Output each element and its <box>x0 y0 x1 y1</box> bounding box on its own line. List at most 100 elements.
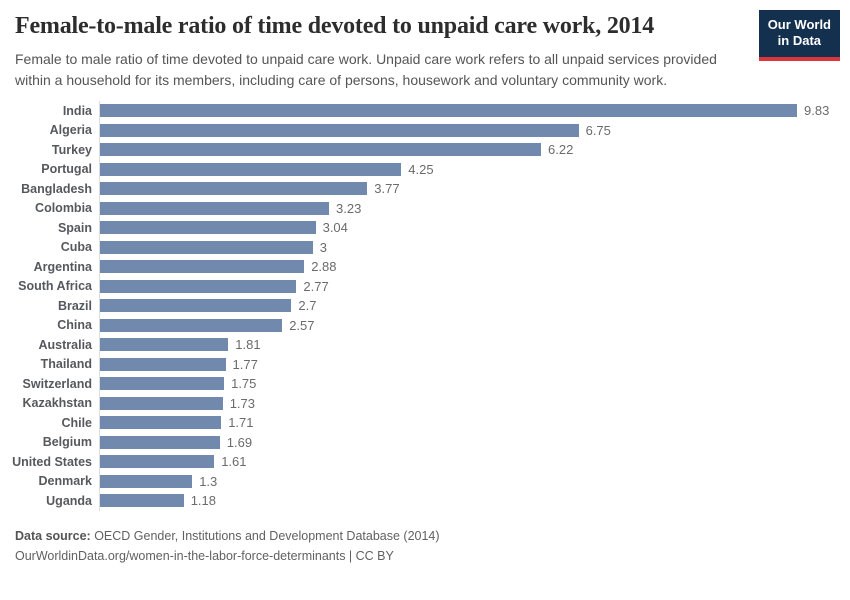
chart-row: Cuba 3 <box>0 237 850 257</box>
chart-row: Denmark 1.3 <box>0 471 850 491</box>
plot-area: 1.3 <box>99 471 850 491</box>
plot-area: 1.77 <box>99 354 850 374</box>
bar[interactable] <box>100 474 193 488</box>
owid-logo: Our World in Data <box>758 10 840 61</box>
bar[interactable] <box>100 104 797 118</box>
value-label: 1.81 <box>235 337 261 353</box>
value-label: 6.75 <box>585 122 611 138</box>
owid-logo-line2: in Data <box>777 33 822 49</box>
value-label: 2.88 <box>311 259 337 275</box>
bar[interactable] <box>100 182 368 196</box>
bar[interactable] <box>100 416 222 430</box>
bar[interactable] <box>100 377 225 391</box>
plot-area: 2.77 <box>99 276 850 296</box>
bar[interactable] <box>100 221 316 235</box>
country-label: Turkey <box>51 142 92 157</box>
country-label: Belgium <box>42 435 92 450</box>
chart-row: Argentina 2.88 <box>0 257 850 277</box>
bar[interactable] <box>100 279 297 293</box>
data-source-text: OECD Gender, Institutions and Developmen… <box>90 528 440 543</box>
chart-row: Kazakhstan 1.73 <box>0 393 850 413</box>
bar[interactable] <box>100 143 541 157</box>
chart-row: Chile 1.71 <box>0 413 850 433</box>
bar[interactable] <box>100 318 283 332</box>
plot-area: 4.25 <box>99 159 850 179</box>
value-label: 1.18 <box>190 493 216 509</box>
bar[interactable] <box>100 123 579 137</box>
value-label: 3.77 <box>374 181 400 197</box>
country-label: Switzerland <box>22 376 92 391</box>
value-label: 9.83 <box>804 103 830 119</box>
chart-row: Portugal 4.25 <box>0 159 850 179</box>
chart-row: Bangladesh 3.77 <box>0 179 850 199</box>
bar[interactable] <box>100 338 229 352</box>
country-label: Uganda <box>46 493 92 508</box>
data-source-line: Data source: OECD Gender, Institutions a… <box>15 526 850 546</box>
country-label: Algeria <box>49 123 92 138</box>
value-label: 1.69 <box>226 434 253 450</box>
plot-area: 6.75 <box>99 120 850 140</box>
country-label: Argentina <box>33 259 92 274</box>
country-label: Thailand <box>40 357 92 372</box>
value-label: 2.77 <box>303 278 329 294</box>
country-label: Cuba <box>60 240 92 255</box>
plot-area: 2.57 <box>99 315 850 335</box>
chart-footer: Data source: OECD Gender, Institutions a… <box>0 526 850 566</box>
chart-subtitle: Female to male ratio of time devoted to … <box>15 51 717 88</box>
bar[interactable] <box>100 240 313 254</box>
plot-area: 9.83 <box>99 101 850 121</box>
owid-logo-line1: Our World <box>767 17 831 32</box>
country-label: Portugal <box>41 162 92 177</box>
chart-header: Female-to-male ratio of time devoted to … <box>0 0 850 91</box>
chart-row: Brazil 2.7 <box>0 296 850 316</box>
chart-row: Thailand 1.77 <box>0 354 850 374</box>
chart-row: India 9.83 <box>0 101 850 121</box>
chart-row: Belgium 1.69 <box>0 432 850 452</box>
plot-area: 1.75 <box>99 374 850 394</box>
chart-row: Turkey 6.22 <box>0 140 850 160</box>
chart-row: United States 1.61 <box>0 452 850 472</box>
plot-area: 3.04 <box>99 218 850 238</box>
plot-area: 3.77 <box>99 179 850 199</box>
plot-area: 1.81 <box>99 335 850 355</box>
bar[interactable] <box>100 201 329 215</box>
bar[interactable] <box>100 260 305 274</box>
country-label: India <box>62 103 92 118</box>
country-label: Bangladesh <box>21 181 92 196</box>
bar[interactable] <box>100 162 402 176</box>
value-label: 1.3 <box>199 473 218 489</box>
plot-area: 1.73 <box>99 393 850 413</box>
bar[interactable] <box>100 396 223 410</box>
country-label: Spain <box>57 220 92 235</box>
bar[interactable] <box>100 435 220 449</box>
country-label: China <box>57 318 92 333</box>
data-source-label: Data source: <box>15 528 91 543</box>
value-label: 1.75 <box>231 376 257 392</box>
chart-row: South Africa 2.77 <box>0 276 850 296</box>
value-label: 3 <box>319 239 327 255</box>
citation-line: OurWorldinData.org/women-in-the-labor-fo… <box>15 548 394 563</box>
bar[interactable] <box>100 455 215 469</box>
bar[interactable] <box>100 357 226 371</box>
plot-area: 2.7 <box>99 296 850 316</box>
bar[interactable] <box>100 494 184 508</box>
value-label: 1.77 <box>232 356 258 372</box>
country-label: Australia <box>38 337 93 352</box>
country-label: Denmark <box>38 474 93 489</box>
country-label: Chile <box>61 415 92 430</box>
chart-row: Australia 1.81 <box>0 335 850 355</box>
chart-row: Colombia 3.23 <box>0 198 850 218</box>
value-label: 1.61 <box>221 454 247 470</box>
country-label: United States <box>12 454 92 469</box>
chart-row: China 2.57 <box>0 315 850 335</box>
bar[interactable] <box>100 299 292 313</box>
plot-area: 6.22 <box>99 140 850 160</box>
value-label: 1.73 <box>229 395 255 411</box>
country-label: Brazil <box>57 298 92 313</box>
chart-title: Female-to-male ratio of time devoted to … <box>15 13 655 39</box>
bar-chart: India 9.83 Algeria 6.75 Turkey 6.22 Portugal 4.… <box>0 101 850 511</box>
plot-area: 3.23 <box>99 198 850 218</box>
value-label: 2.7 <box>298 298 317 314</box>
chart-row: Spain 3.04 <box>0 218 850 238</box>
country-label: Kazakhstan <box>22 396 92 411</box>
